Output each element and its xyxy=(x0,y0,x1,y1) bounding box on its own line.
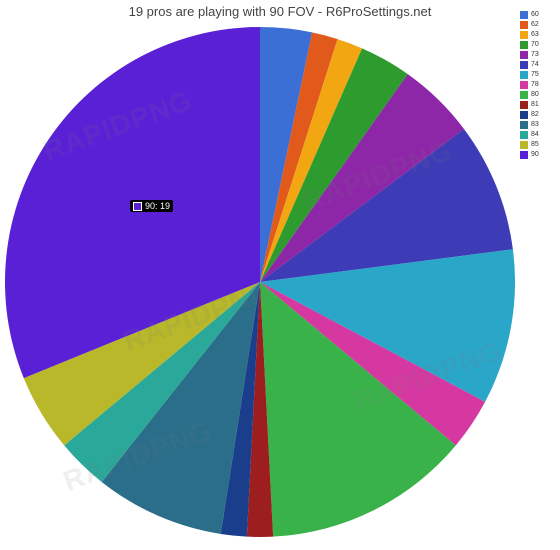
legend-item: 60 xyxy=(520,10,556,20)
legend-swatch xyxy=(520,71,528,79)
legend-item: 63 xyxy=(520,30,556,40)
legend-swatch xyxy=(520,61,528,69)
legend-swatch xyxy=(520,141,528,149)
legend-label: 80 xyxy=(531,90,539,100)
legend-item: 80 xyxy=(520,90,556,100)
legend-label: 78 xyxy=(531,80,539,90)
legend-item: 83 xyxy=(520,120,556,130)
legend-label: 90 xyxy=(531,150,539,160)
legend-label: 83 xyxy=(531,120,539,130)
pie-chart xyxy=(5,22,515,542)
legend-item: 62 xyxy=(520,20,556,30)
legend-item: 70 xyxy=(520,40,556,50)
slice-highlight-label: 90: 19 xyxy=(130,200,173,212)
legend-swatch xyxy=(520,41,528,49)
legend-item: 75 xyxy=(520,70,556,80)
legend-item: 74 xyxy=(520,60,556,70)
legend-swatch xyxy=(520,31,528,39)
legend-label: 63 xyxy=(531,30,539,40)
legend-swatch xyxy=(520,11,528,19)
legend-swatch xyxy=(520,111,528,119)
legend-label: 60 xyxy=(531,10,539,20)
legend-item: 73 xyxy=(520,50,556,60)
legend-label: 84 xyxy=(531,130,539,140)
legend-item: 90 xyxy=(520,150,556,160)
legend-label: 70 xyxy=(531,40,539,50)
legend-item: 78 xyxy=(520,80,556,90)
slice-highlight-text: 90: 19 xyxy=(145,201,170,211)
legend: 606263707374757880818283848590 xyxy=(520,10,556,160)
legend-label: 85 xyxy=(531,140,539,150)
legend-swatch xyxy=(520,131,528,139)
slice-highlight-swatch xyxy=(133,202,142,211)
legend-label: 74 xyxy=(531,60,539,70)
legend-label: 62 xyxy=(531,20,539,30)
legend-item: 81 xyxy=(520,100,556,110)
legend-label: 82 xyxy=(531,110,539,120)
legend-swatch xyxy=(520,21,528,29)
legend-label: 73 xyxy=(531,50,539,60)
legend-swatch xyxy=(520,101,528,109)
legend-swatch xyxy=(520,51,528,59)
legend-item: 84 xyxy=(520,130,556,140)
pie-chart-container: 90: 19 xyxy=(5,22,515,542)
legend-swatch xyxy=(520,81,528,89)
legend-item: 85 xyxy=(520,140,556,150)
legend-label: 75 xyxy=(531,70,539,80)
legend-swatch xyxy=(520,91,528,99)
legend-swatch xyxy=(520,151,528,159)
chart-title: 19 pros are playing with 90 FOV - R6ProS… xyxy=(0,4,560,19)
legend-item: 82 xyxy=(520,110,556,120)
legend-swatch xyxy=(520,121,528,129)
legend-label: 81 xyxy=(531,100,539,110)
